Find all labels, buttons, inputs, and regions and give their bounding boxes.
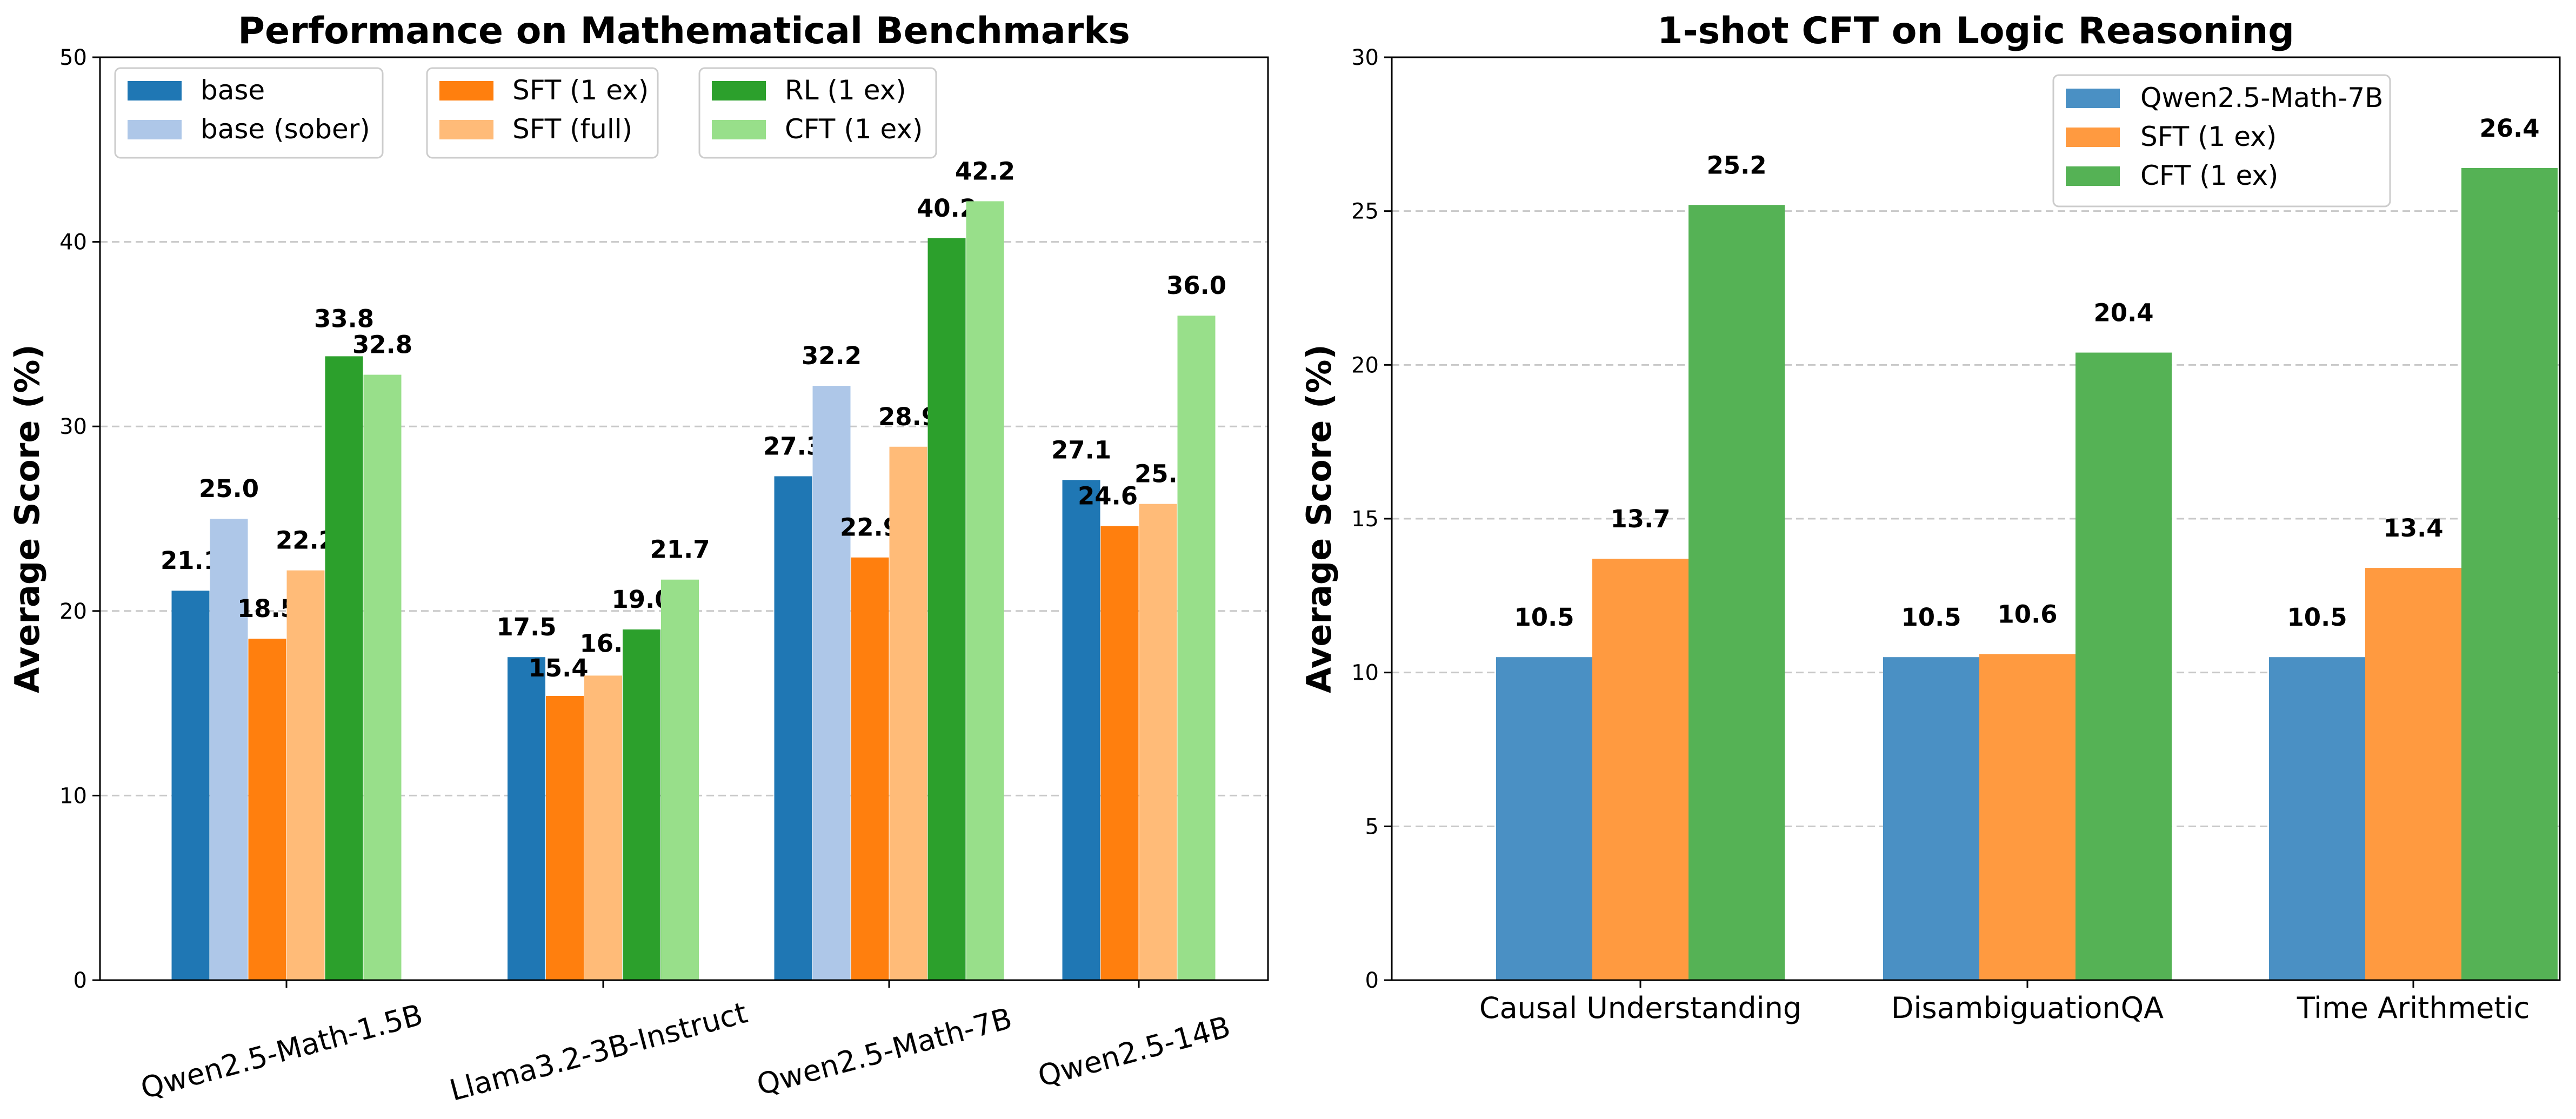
legend-swatch-3 (439, 120, 493, 139)
x-tick-label: Qwen2.5-14B (1035, 1009, 1234, 1093)
bar-time-arithmetic-0 (2269, 657, 2365, 980)
data-label: 26.4 (2479, 114, 2539, 143)
legend-box (114, 67, 384, 159)
legend-label: base (sober) (201, 113, 370, 145)
y-tick-label: 5 (1365, 814, 1379, 839)
y-tick-label: 20 (1351, 353, 1379, 378)
bar-causal-understanding-1 (1592, 559, 1689, 980)
data-label: 10.5 (2287, 603, 2347, 632)
y-tick-label: 10 (1351, 661, 1379, 686)
data-label: 36.0 (1166, 271, 1226, 300)
data-label: 32.2 (802, 341, 862, 370)
data-label: 15.4 (528, 654, 588, 682)
x-tick-label: Causal Understanding (1479, 991, 1801, 1025)
data-label: 27.1 (1051, 435, 1111, 464)
legend-label: RL (1 ex) (785, 75, 906, 106)
legend-swatch-2 (439, 81, 493, 100)
legend-swatch-1 (2066, 128, 2120, 147)
y-axis-label: Average Score (%) (1299, 344, 1339, 693)
data-label: 10.6 (1997, 600, 2057, 629)
bar-qwen2-5-14b-0 (1062, 480, 1100, 980)
legend-label: SFT (1 ex) (512, 75, 649, 106)
legend-box (2052, 74, 2391, 207)
y-tick-label: 0 (1365, 968, 1379, 993)
x-tick-label: Time Arithmetic (2297, 991, 2530, 1025)
data-label: 21.7 (650, 535, 710, 564)
x-tick-label: Llama3.2-3B-Instruct (446, 995, 751, 1108)
data-label: 20.4 (2093, 299, 2153, 327)
bar-qwen2-5-math-7b-3 (889, 446, 927, 980)
bar-qwen2-5-math-1-5b-4 (325, 356, 363, 980)
chart-title: Performance on Mathematical Benchmarks (238, 10, 1130, 52)
legend-swatch-4 (712, 81, 766, 100)
bar-disambiguationqa-0 (1883, 657, 1979, 980)
x-tick-label: Qwen2.5-Math-7B (753, 1001, 1016, 1102)
data-label: 25.2 (1706, 151, 1766, 179)
logic-reasoning-chart: 0 5 10 15 20 25 30 10.5 13.7 25.2 Causal Understan… (1299, 10, 2561, 1025)
x-tick-label: Qwen2.5-Math-1.5B (137, 997, 426, 1105)
data-label: 10.5 (1901, 603, 1961, 632)
y-tick-label: 20 (59, 599, 87, 624)
y-tick-label: 50 (59, 45, 87, 70)
bar-qwen2-5-math-7b-0 (774, 476, 812, 980)
y-axis-label: Average Score (%) (8, 344, 47, 693)
plot-frame (99, 56, 1269, 981)
bar-qwen2-5-math-1-5b-0 (171, 591, 210, 980)
bar-causal-understanding-2 (1689, 205, 1785, 980)
y-tick-label: 15 (1351, 507, 1379, 532)
bar-causal-understanding-0 (1496, 657, 1592, 980)
data-label: 25.0 (199, 474, 259, 503)
bar-qwen2-5-14b-2 (1100, 526, 1139, 980)
bar-llama3-2-3b-instruct-2 (546, 695, 584, 980)
plot-frame (1391, 56, 2561, 981)
x-tick-label: DisambiguationQA (1891, 991, 2164, 1025)
bar-llama3-2-3b-instruct-5 (661, 579, 699, 980)
legend-label: base (201, 75, 265, 106)
bar-qwen2-5-math-7b-4 (927, 238, 966, 980)
legend-swatch-0 (128, 81, 182, 100)
legend-label: CFT (1 ex) (2140, 160, 2278, 191)
bar-qwen2-5-math-1-5b-3 (286, 570, 325, 980)
y-tick-label: 0 (74, 968, 87, 993)
legend-swatch-5 (712, 120, 766, 139)
bar-qwen2-5-math-7b-2 (851, 557, 889, 980)
bar-time-arithmetic-2 (2461, 167, 2558, 981)
legend-swatch-0 (2066, 89, 2120, 108)
bar-qwen2-5-math-1-5b-1 (210, 519, 248, 980)
bar-disambiguationqa-1 (1979, 654, 2076, 980)
bar-llama3-2-3b-instruct-0 (508, 657, 545, 980)
y-tick-label: 30 (1351, 45, 1379, 70)
bar-qwen2-5-math-1-5b-2 (248, 639, 286, 980)
legend-swatch-1 (128, 120, 182, 139)
data-label: 13.7 (1610, 505, 1670, 533)
data-label: 33.8 (314, 304, 374, 333)
y-tick-label: 25 (1351, 199, 1379, 224)
y-tick-label: 10 (59, 783, 87, 808)
data-label: 32.8 (352, 331, 412, 359)
data-label: 13.4 (2383, 514, 2443, 542)
legend-label: Qwen2.5-Math-7B (2140, 82, 2384, 113)
data-label: 42.2 (955, 157, 1015, 185)
legend-label: SFT (1 ex) (2140, 121, 2277, 152)
math-benchmarks-chart: 0102030405021.125.018.522.233.832.8Qwen2… (8, 10, 1269, 1108)
y-tick-label: 40 (59, 230, 87, 255)
bar-llama3-2-3b-instruct-4 (623, 629, 660, 980)
bar-qwen2-5-14b-5 (1177, 316, 1216, 980)
legend-label: CFT (1 ex) (785, 113, 923, 145)
bar-qwen2-5-math-7b-5 (966, 201, 1004, 980)
chart-title: 1-shot CFT on Logic Reasoning (1657, 10, 2294, 52)
data-label: 24.6 (1078, 482, 1138, 511)
data-label: 17.5 (496, 613, 556, 641)
bar-time-arithmetic-1 (2365, 568, 2461, 980)
bar-qwen2-5-14b-3 (1139, 504, 1177, 980)
legend-swatch-2 (2066, 166, 2120, 186)
y-tick-label: 30 (59, 414, 87, 439)
bar-llama3-2-3b-instruct-3 (584, 675, 622, 980)
bar-qwen2-5-math-7b-1 (812, 386, 851, 980)
legend-label: SFT (full) (512, 113, 632, 145)
bar-disambiguationqa-2 (2076, 352, 2172, 980)
bar-qwen2-5-math-1-5b-5 (363, 374, 402, 980)
data-label: 10.5 (1514, 603, 1574, 632)
